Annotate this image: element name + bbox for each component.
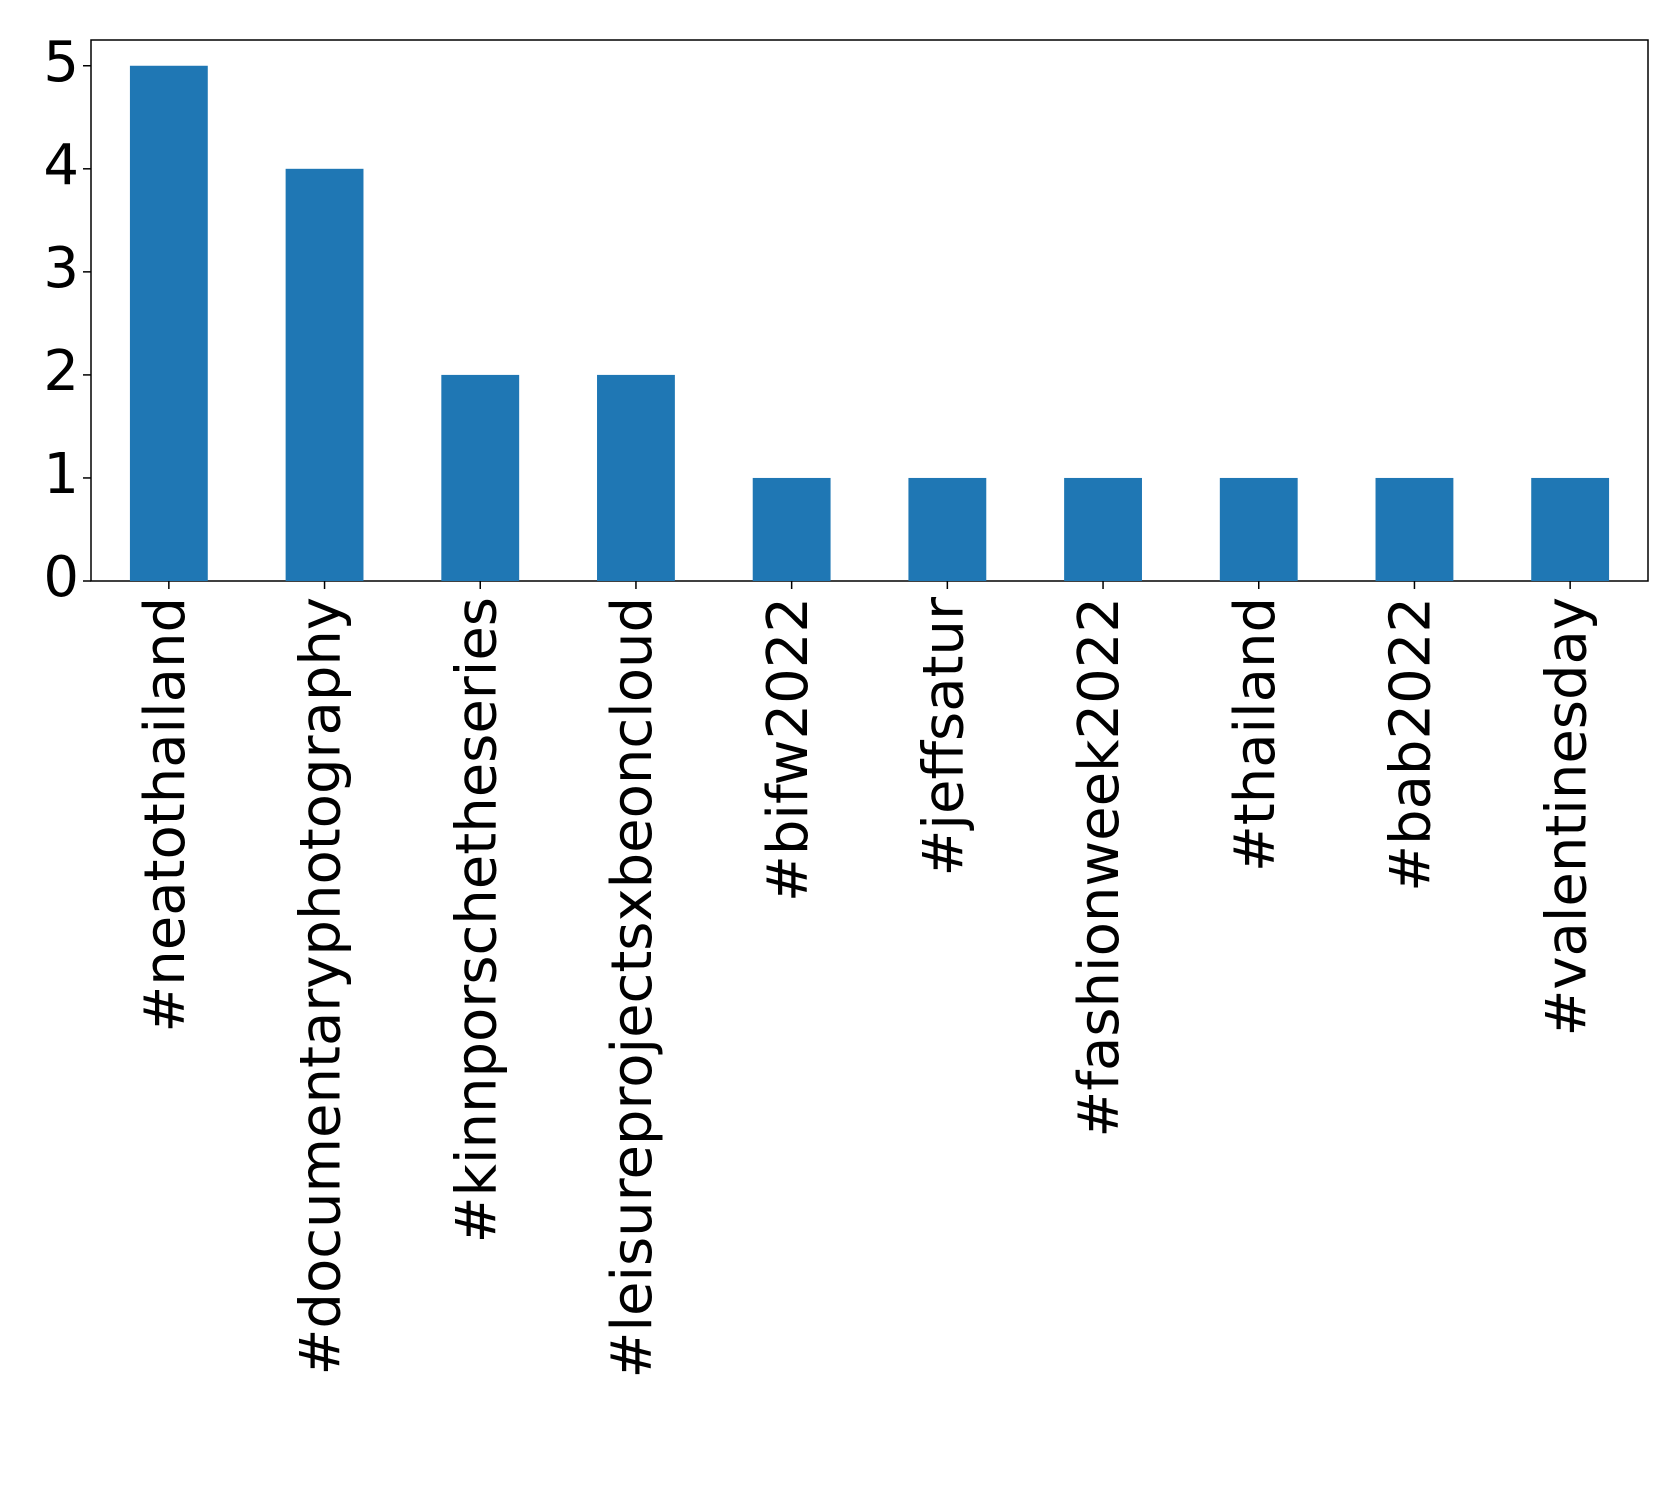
x-tick-label: #leisureprojectsxbeoncloud xyxy=(600,597,665,1378)
bar xyxy=(1064,477,1142,581)
bar xyxy=(1219,477,1298,581)
y-tick-label: 5 xyxy=(43,30,79,95)
y-tick-label: 3 xyxy=(43,236,79,301)
x-tick-label: #fashionweek2022 xyxy=(1067,597,1132,1138)
x-tick-label: #neatothailand xyxy=(133,597,198,1033)
x-tick-label: #valentinesday xyxy=(1534,597,1599,1037)
x-tick-label: #documentaryphotography xyxy=(289,597,354,1376)
x-tick-label: #thailand xyxy=(1223,597,1288,872)
bar xyxy=(441,374,520,581)
x-tick-label: #jeffsatur xyxy=(911,596,976,876)
bar xyxy=(752,477,831,581)
x-tick-label: #kinnporschetheseries xyxy=(444,597,509,1243)
bar xyxy=(1531,477,1610,581)
y-tick-label: 1 xyxy=(43,442,79,507)
y-tick-label: 2 xyxy=(43,339,79,404)
bar xyxy=(908,477,987,581)
plot-frame xyxy=(90,39,1649,582)
bar xyxy=(285,168,364,582)
x-tick-label: #bifw2022 xyxy=(756,597,821,902)
bar xyxy=(1375,477,1454,581)
y-tick-label: 4 xyxy=(43,133,79,198)
x-tick-label: #bab2022 xyxy=(1379,597,1444,892)
bar xyxy=(129,65,208,581)
y-tick-label: 0 xyxy=(43,545,79,610)
bar xyxy=(597,374,675,581)
